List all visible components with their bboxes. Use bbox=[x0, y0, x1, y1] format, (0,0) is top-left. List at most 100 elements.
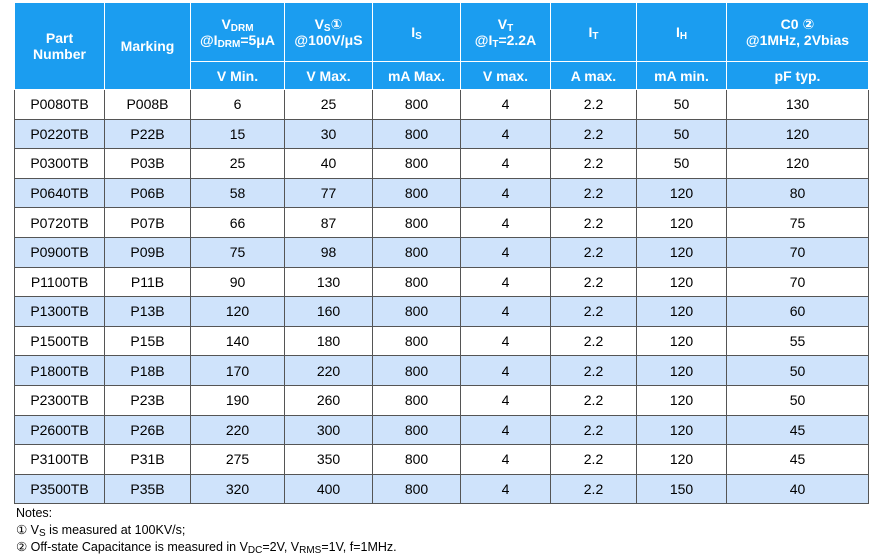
table-cell: 87 bbox=[284, 207, 373, 238]
subscript: T bbox=[507, 23, 514, 34]
table-cell: 150 bbox=[636, 473, 727, 505]
table-cell: 50 bbox=[636, 118, 727, 150]
table-cell: 6 bbox=[190, 89, 285, 120]
header-line: VT bbox=[461, 16, 550, 34]
unit-row: V Min. V Max. mA Max. V max. A max. mA min. pF… bbox=[15, 61, 869, 90]
table-cell: 2.2 bbox=[550, 266, 637, 298]
header-cell: VT @IT=2.2A bbox=[460, 2, 551, 62]
table-cell: 120 bbox=[636, 236, 727, 268]
table-cell: 4 bbox=[460, 207, 551, 238]
text-run: V bbox=[497, 16, 508, 32]
table-cell: 170 bbox=[190, 355, 285, 386]
table-cell: 800 bbox=[372, 118, 461, 150]
text-run: C0 ② bbox=[780, 16, 815, 32]
table-cell: 120 bbox=[636, 177, 727, 209]
table-cell: 160 bbox=[284, 296, 373, 327]
table-cell: 800 bbox=[372, 414, 461, 446]
table-row: P1800TB P18B 170 220 800 4 2.2 120 50 bbox=[14, 355, 869, 386]
table-cell: 4 bbox=[460, 148, 551, 179]
unit-cell: V Min. bbox=[190, 61, 285, 90]
header-cell: Marking bbox=[104, 2, 191, 90]
table-cell: P15B bbox=[104, 325, 191, 357]
notes-title: Notes: bbox=[16, 506, 53, 520]
table-row: P2600TB P26B 220 300 800 4 2.2 120 45 bbox=[14, 414, 869, 446]
table-cell: 50 bbox=[636, 89, 727, 120]
table-cell: 2.2 bbox=[550, 207, 637, 238]
table-row: P0220TB P22B 15 30 800 4 2.2 50 120 bbox=[14, 118, 869, 150]
table-cell: 800 bbox=[372, 177, 461, 209]
table-cell: 4 bbox=[460, 118, 551, 150]
table-cell: 2.2 bbox=[550, 355, 637, 386]
table-cell: 45 bbox=[726, 414, 869, 446]
subscript: S bbox=[415, 31, 422, 42]
notes: Notes: ① VS is measured at 100KV/s; ② Off-… bbox=[16, 505, 397, 556]
table-cell: P1500TB bbox=[14, 325, 105, 357]
table-cell: P03B bbox=[104, 148, 191, 179]
text-run: V bbox=[221, 16, 231, 32]
header-line: VS① bbox=[285, 16, 372, 34]
header-line: IH bbox=[637, 24, 726, 42]
table-cell: P0220TB bbox=[14, 118, 105, 150]
header-line: Part bbox=[15, 30, 104, 46]
table-cell: 800 bbox=[372, 89, 461, 120]
table-cell: 4 bbox=[460, 325, 551, 357]
table-cell: 60 bbox=[726, 296, 869, 327]
table-header: Part Number Marking VDRM @IDRM=5μA VS① @100V/μ… bbox=[14, 2, 869, 90]
table-cell: 190 bbox=[190, 384, 285, 416]
table-cell: P31B bbox=[104, 444, 191, 475]
header-cell: C0 ② @1MHz, 2Vbias bbox=[726, 2, 869, 62]
table-cell: 2.2 bbox=[550, 444, 637, 475]
table-cell: P35B bbox=[104, 473, 191, 505]
header-line: Marking bbox=[105, 38, 190, 54]
unit-cell: mA min. bbox=[636, 61, 727, 90]
table-cell: P0900TB bbox=[14, 236, 105, 268]
table-cell: 800 bbox=[372, 355, 461, 386]
table-cell: 4 bbox=[460, 414, 551, 446]
subscript: H bbox=[679, 31, 688, 42]
table-cell: P18B bbox=[104, 355, 191, 386]
table-cell: 120 bbox=[726, 148, 869, 179]
text-run: ② Off-state Capacitance is measured in V bbox=[16, 540, 248, 554]
text-run: =5μA bbox=[240, 32, 275, 48]
subscript: RMS bbox=[299, 545, 322, 556]
text-run: Part bbox=[45, 30, 74, 46]
table-cell: 220 bbox=[190, 414, 285, 446]
table-cell: 4 bbox=[460, 444, 551, 475]
table-cell: 120 bbox=[636, 355, 727, 386]
table-cell: 120 bbox=[636, 444, 727, 475]
table-cell: P1300TB bbox=[14, 296, 105, 327]
subscript: T bbox=[492, 39, 499, 50]
text-run: I bbox=[675, 24, 680, 40]
table-cell: 90 bbox=[190, 266, 285, 298]
note-item: ① VS is measured at 100KV/s; bbox=[16, 522, 397, 539]
header-line: IT bbox=[551, 24, 636, 42]
table-cell: 4 bbox=[460, 355, 551, 386]
table-row: P0720TB P07B 66 87 800 4 2.2 120 75 bbox=[14, 207, 869, 238]
unit-cell: V Max. bbox=[284, 61, 373, 90]
table-cell: 320 bbox=[190, 473, 285, 505]
table-row: P0900TB P09B 75 98 800 4 2.2 120 70 bbox=[14, 236, 869, 268]
header-cell: VDRM @IDRM=5μA bbox=[190, 2, 285, 62]
table-cell: 120 bbox=[636, 414, 727, 446]
table-cell: 800 bbox=[372, 384, 461, 416]
text-run: I bbox=[588, 24, 593, 40]
header-line: @1MHz, 2Vbias bbox=[727, 32, 868, 48]
table-cell: 4 bbox=[460, 384, 551, 416]
note-item: ② Off-state Capacitance is measured in V… bbox=[16, 539, 397, 556]
table-row: P1100TB P11B 90 130 800 4 2.2 120 70 bbox=[14, 266, 869, 298]
table-cell: 800 bbox=[372, 236, 461, 268]
table-cell: P3500TB bbox=[14, 473, 105, 505]
subscript: DRM bbox=[217, 39, 241, 50]
table-cell: 40 bbox=[726, 473, 869, 505]
table-cell: P0080TB bbox=[14, 89, 105, 120]
text-run: @I bbox=[474, 32, 493, 48]
table-cell: 75 bbox=[726, 207, 869, 238]
table-cell: 4 bbox=[460, 89, 551, 120]
table-cell: 130 bbox=[726, 89, 869, 120]
table-cell: 2.2 bbox=[550, 177, 637, 209]
table-cell: 55 bbox=[726, 325, 869, 357]
unit-cell: mA Max. bbox=[372, 61, 461, 90]
table-cell: 58 bbox=[190, 177, 285, 209]
table-cell: 2.2 bbox=[550, 148, 637, 179]
